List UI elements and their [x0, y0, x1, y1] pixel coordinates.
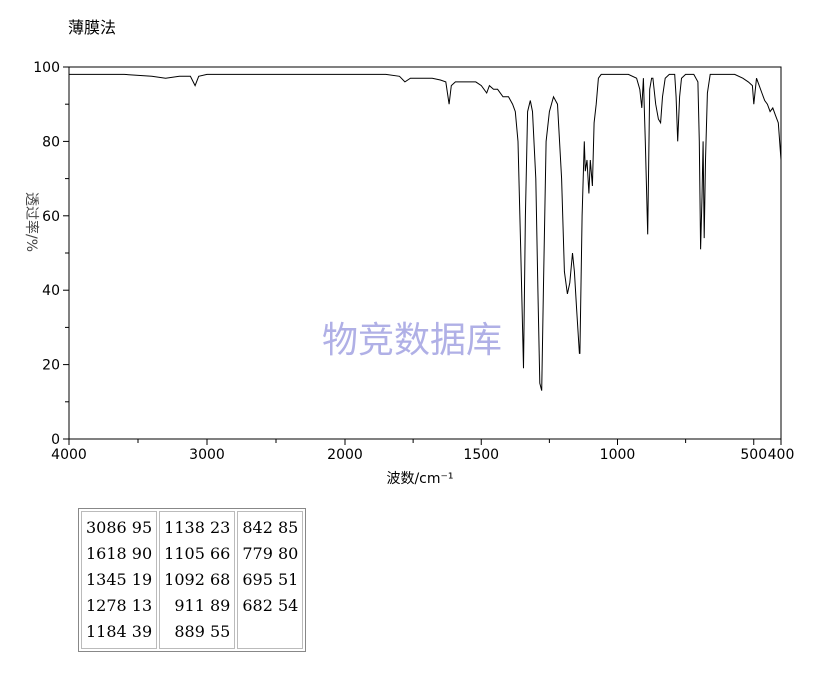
y-tick-label: 40: [42, 283, 60, 299]
plot-frame: [68, 66, 782, 440]
y-tick-label: 80: [42, 134, 60, 150]
peak-entry: 695 51: [242, 570, 299, 589]
y-tick-label: 60: [42, 209, 60, 225]
peak-entry: 911 89: [164, 596, 231, 615]
x-axis-label: 波数/cm⁻¹: [386, 471, 453, 487]
y-tick-labels: 0 20 40 60 80 100: [33, 60, 60, 448]
x-tick-label: 500: [740, 447, 767, 463]
peak-column-3: 842 85 779 80 695 51 682 54: [237, 511, 304, 649]
peak-entry: 1618 90: [86, 544, 153, 563]
peak-entry: 1138 23: [164, 518, 231, 537]
x-tick-label: 1000: [600, 447, 636, 463]
peak-entry: 1345 19: [86, 570, 153, 589]
x-tick-labels: 4000 3000 2000 1500 1000 500 400: [51, 447, 794, 463]
x-tick-label: 4000: [51, 447, 87, 463]
y-tick-label: 0: [51, 432, 60, 448]
y-tick-label: 20: [42, 358, 60, 374]
axes: [68, 66, 782, 440]
x-tick-label: 400: [768, 447, 795, 463]
method-label: 薄膜法: [68, 18, 117, 37]
spectrum-line: [69, 73, 782, 391]
y-tick-label: 100: [33, 60, 60, 76]
peak-column-2: 1138 23 1105 66 1092 68 911 89 889 55: [159, 511, 236, 649]
y-axis-label: 透过率/%: [23, 192, 40, 252]
x-tick-label: 3000: [189, 447, 225, 463]
peak-table: 3086 95 1618 90 1345 19 1278 13 1184 39 …: [78, 508, 307, 652]
peak-entry: 1184 39: [86, 622, 153, 641]
peak-entry: 779 80: [242, 544, 299, 563]
x-tick-label: 2000: [327, 447, 363, 463]
peak-entry: 3086 95: [86, 518, 153, 537]
tick-marks: [63, 66, 782, 445]
x-tick-label: 1500: [463, 447, 499, 463]
peak-entry: 842 85: [242, 518, 299, 537]
peak-entry: 1092 68: [164, 570, 231, 589]
watermark-text: 物竞数据库: [322, 320, 502, 361]
peak-column-1: 3086 95 1618 90 1345 19 1278 13 1184 39: [81, 511, 158, 649]
peak-entry: 889 55: [164, 622, 231, 641]
peak-entry: 682 54: [242, 596, 299, 615]
peak-entry: 1105 66: [164, 544, 231, 563]
peak-entry: 1278 13: [86, 596, 153, 615]
ir-spectrum-chart: 4000 3000 2000 1500 1000 500 400 020406080100 …: [23, 60, 794, 487]
